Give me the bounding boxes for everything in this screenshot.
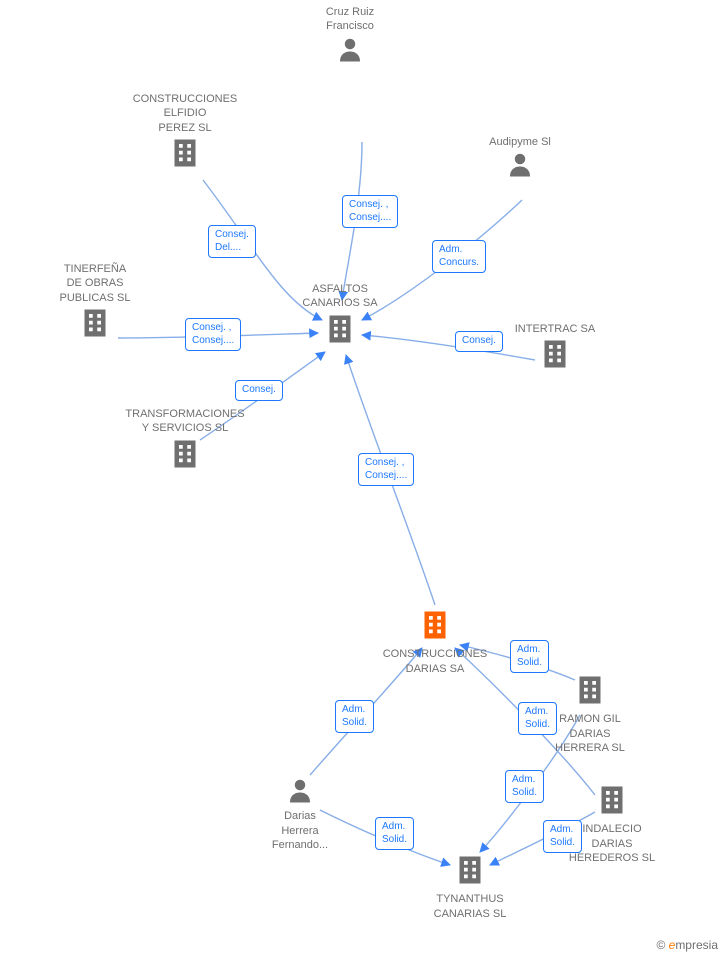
node-transf[interactable]: TRANSFORMACIONES Y SERVICIOS SL <box>110 407 260 476</box>
node-label: Audipyme Sl <box>475 135 565 149</box>
nodes-layer: Cruz Ruiz Francisco CONSTRUCCIONES ELFID… <box>0 0 728 960</box>
node-indalecio[interactable]: INDALECIO DARIAS HEREDEROS SL <box>557 782 667 865</box>
node-label: RAMON GIL DARIAS HERRERA SL <box>535 712 645 755</box>
node-label: CONSTRUCCIONES DARIAS SA <box>370 647 500 676</box>
company-icon <box>572 672 608 708</box>
network-canvas: Consej. Del....Consej. , Consej....Adm. … <box>0 0 728 960</box>
node-cons_dar[interactable]: CONSTRUCCIONES DARIAS SA <box>370 607 500 676</box>
company-icon <box>167 135 203 171</box>
person-icon <box>335 34 365 64</box>
person-icon <box>505 149 535 179</box>
node-label: CONSTRUCCIONES ELFIDIO PEREZ SL <box>115 92 255 135</box>
node-label: INTERTRAC SA <box>500 322 610 336</box>
node-audipyme[interactable]: Audipyme Sl <box>475 135 565 184</box>
node-label: TINERFEÑA DE OBRAS PUBLICAS SL <box>40 262 150 305</box>
node-intertrac[interactable]: INTERTRAC SA <box>500 322 610 377</box>
company-icon <box>594 782 630 818</box>
company-icon <box>417 607 453 643</box>
node-label: INDALECIO DARIAS HEREDEROS SL <box>557 822 667 865</box>
node-cons_elf[interactable]: CONSTRUCCIONES ELFIDIO PEREZ SL <box>115 92 255 175</box>
company-icon <box>77 305 113 341</box>
person-icon <box>285 775 315 805</box>
node-asfaltos[interactable]: ASFALTOS CANARIOS SA <box>285 282 395 351</box>
company-icon <box>322 311 358 347</box>
company-icon <box>167 436 203 472</box>
node-tinerf[interactable]: TINERFEÑA DE OBRAS PUBLICAS SL <box>40 262 150 345</box>
company-icon <box>537 336 573 372</box>
node-label: Cruz Ruiz Francisco <box>305 5 395 34</box>
node-ramon[interactable]: RAMON GIL DARIAS HERRERA SL <box>535 672 645 755</box>
node-label: Darias Herrera Fernando... <box>255 809 345 852</box>
node-label: TYNANTHUS CANARIAS SL <box>415 892 525 921</box>
node-tynanthus[interactable]: TYNANTHUS CANARIAS SL <box>415 852 525 921</box>
node-cruz[interactable]: Cruz Ruiz Francisco <box>305 5 395 68</box>
node-label: TRANSFORMACIONES Y SERVICIOS SL <box>110 407 260 436</box>
company-icon <box>452 852 488 888</box>
node-darias_p[interactable]: Darias Herrera Fernando... <box>255 775 345 852</box>
node-label: ASFALTOS CANARIOS SA <box>285 282 395 311</box>
